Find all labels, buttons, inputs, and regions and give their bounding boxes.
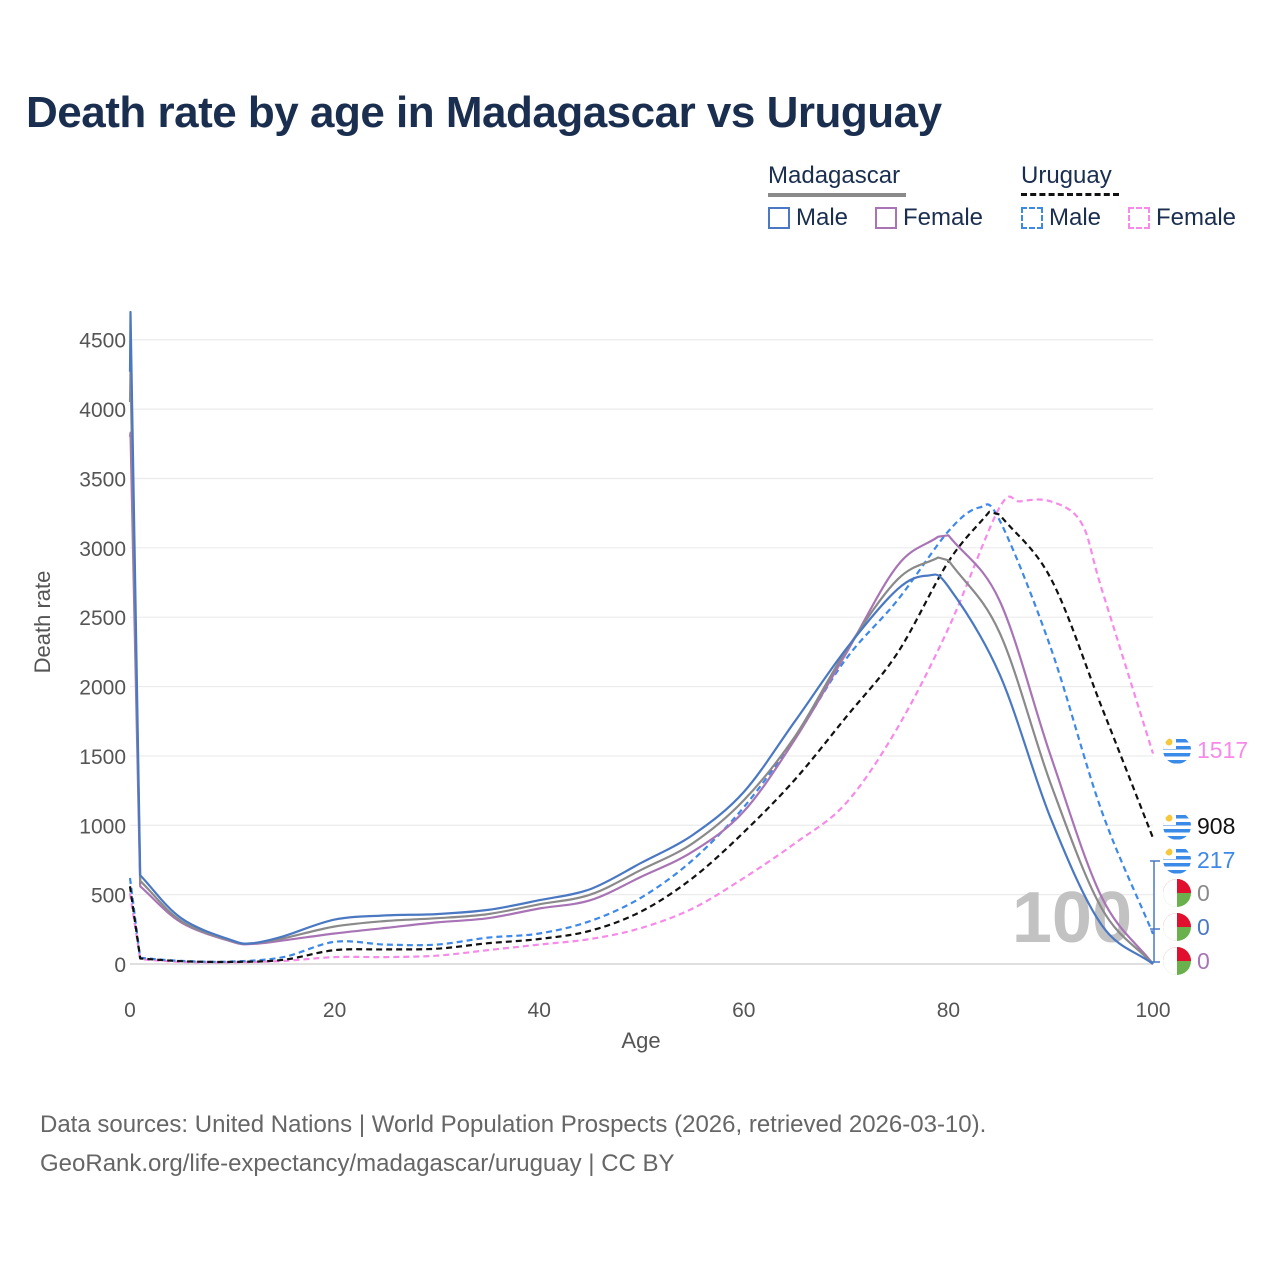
y-tick-label: 3000 (79, 538, 126, 561)
series-line-uruguay-total[interactable] (128, 510, 1155, 964)
x-tick-label: 40 (528, 999, 551, 1022)
x-tick-label: 100 (1135, 999, 1170, 1022)
death-rate-chart: 100 050010001500200025003000350040004500… (30, 310, 1248, 1053)
end-label-value: 0 (1197, 880, 1210, 906)
end-label: 1517 (1163, 736, 1248, 764)
y-tick-label: 0 (114, 954, 126, 977)
series-line-madagascar-total[interactable] (128, 370, 1154, 965)
series-line-uruguay-female[interactable] (128, 495, 1155, 964)
y-tick-label: 2500 (79, 607, 126, 630)
end-label-value: 0 (1197, 914, 1210, 940)
sources-line-1: Data sources: United Nations | World Pop… (40, 1111, 987, 1138)
y-tick-label: 3500 (79, 468, 126, 491)
end-labels: 1517 908 217 0 0 0 (1150, 736, 1248, 975)
series-lines (128, 310, 1155, 965)
chart-title: Death rate by age in Madagascar vs Urugu… (26, 88, 942, 137)
end-label: 0 (1163, 913, 1210, 941)
x-tick-label: 20 (323, 999, 346, 1022)
x-tick-labels: 0 20 40 60 80 100 (124, 999, 1170, 1022)
y-tick-label: 4500 (79, 330, 126, 353)
end-label-value: 908 (1197, 813, 1235, 839)
x-tick-label: 60 (732, 999, 755, 1022)
y-axis-label: Death rate (30, 571, 55, 674)
sources-line-2[interactable]: GeoRank.org/life-expectancy/madagascar/u… (40, 1150, 675, 1177)
x-tick-label: 80 (937, 999, 960, 1022)
madagascar-flag-icon (1163, 879, 1191, 907)
y-tick-label: 500 (91, 885, 126, 908)
end-label: 0 (1163, 947, 1210, 975)
uruguay-flag-icon (1163, 846, 1191, 874)
uruguay-flag-icon (1163, 736, 1191, 764)
y-tick-label: 4000 (79, 399, 126, 422)
end-label: 217 (1163, 846, 1235, 874)
madagascar-flag-icon (1163, 913, 1191, 941)
series-line-madagascar-female[interactable] (128, 431, 1154, 965)
age-watermark: 100 (1012, 878, 1132, 958)
madagascar-flag-icon (1163, 947, 1191, 975)
y-tick-label: 1000 (79, 815, 126, 838)
series-line-uruguay-male[interactable] (128, 503, 1155, 963)
series-line-madagascar-male[interactable] (128, 310, 1154, 965)
x-tick-label: 0 (124, 999, 136, 1022)
grid-lines (130, 339, 1153, 965)
data-sources: Data sources: United Nations | World Pop… (40, 1105, 986, 1183)
end-label-value: 217 (1197, 847, 1235, 873)
y-tick-label: 1500 (79, 746, 126, 769)
uruguay-flag-icon (1163, 812, 1191, 840)
x-axis-label: Age (621, 1028, 660, 1053)
y-tick-label: 2000 (79, 677, 126, 700)
end-label: 908 (1163, 812, 1235, 840)
end-label-value: 0 (1197, 948, 1210, 974)
end-label-value: 1517 (1197, 737, 1248, 763)
y-tick-labels: 0 500 1000 1500 2000 2500 3000 3500 4000 4500 (79, 330, 126, 977)
end-label: 0 (1163, 879, 1210, 907)
